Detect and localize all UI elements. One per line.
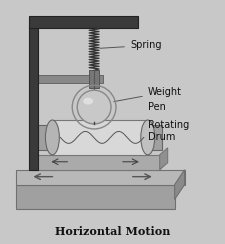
Text: Pen: Pen <box>147 102 165 112</box>
Bar <box>28 16 137 28</box>
Polygon shape <box>159 148 167 170</box>
Bar <box>89 70 99 88</box>
Text: Horizontal Motion: Horizontal Motion <box>55 226 170 237</box>
Text: Rotating
Drum: Rotating Drum <box>147 120 188 142</box>
Text: Spring: Spring <box>99 41 161 51</box>
Polygon shape <box>30 155 159 170</box>
Bar <box>38 125 52 150</box>
Bar <box>28 26 38 170</box>
Bar <box>38 75 103 83</box>
Bar <box>147 125 161 150</box>
Ellipse shape <box>140 120 154 155</box>
Bar <box>52 120 147 155</box>
Ellipse shape <box>83 98 93 105</box>
Text: Weight: Weight <box>113 87 181 102</box>
Ellipse shape <box>45 120 59 155</box>
Polygon shape <box>16 170 184 185</box>
Polygon shape <box>174 170 184 200</box>
Polygon shape <box>16 185 174 209</box>
Circle shape <box>77 90 110 124</box>
